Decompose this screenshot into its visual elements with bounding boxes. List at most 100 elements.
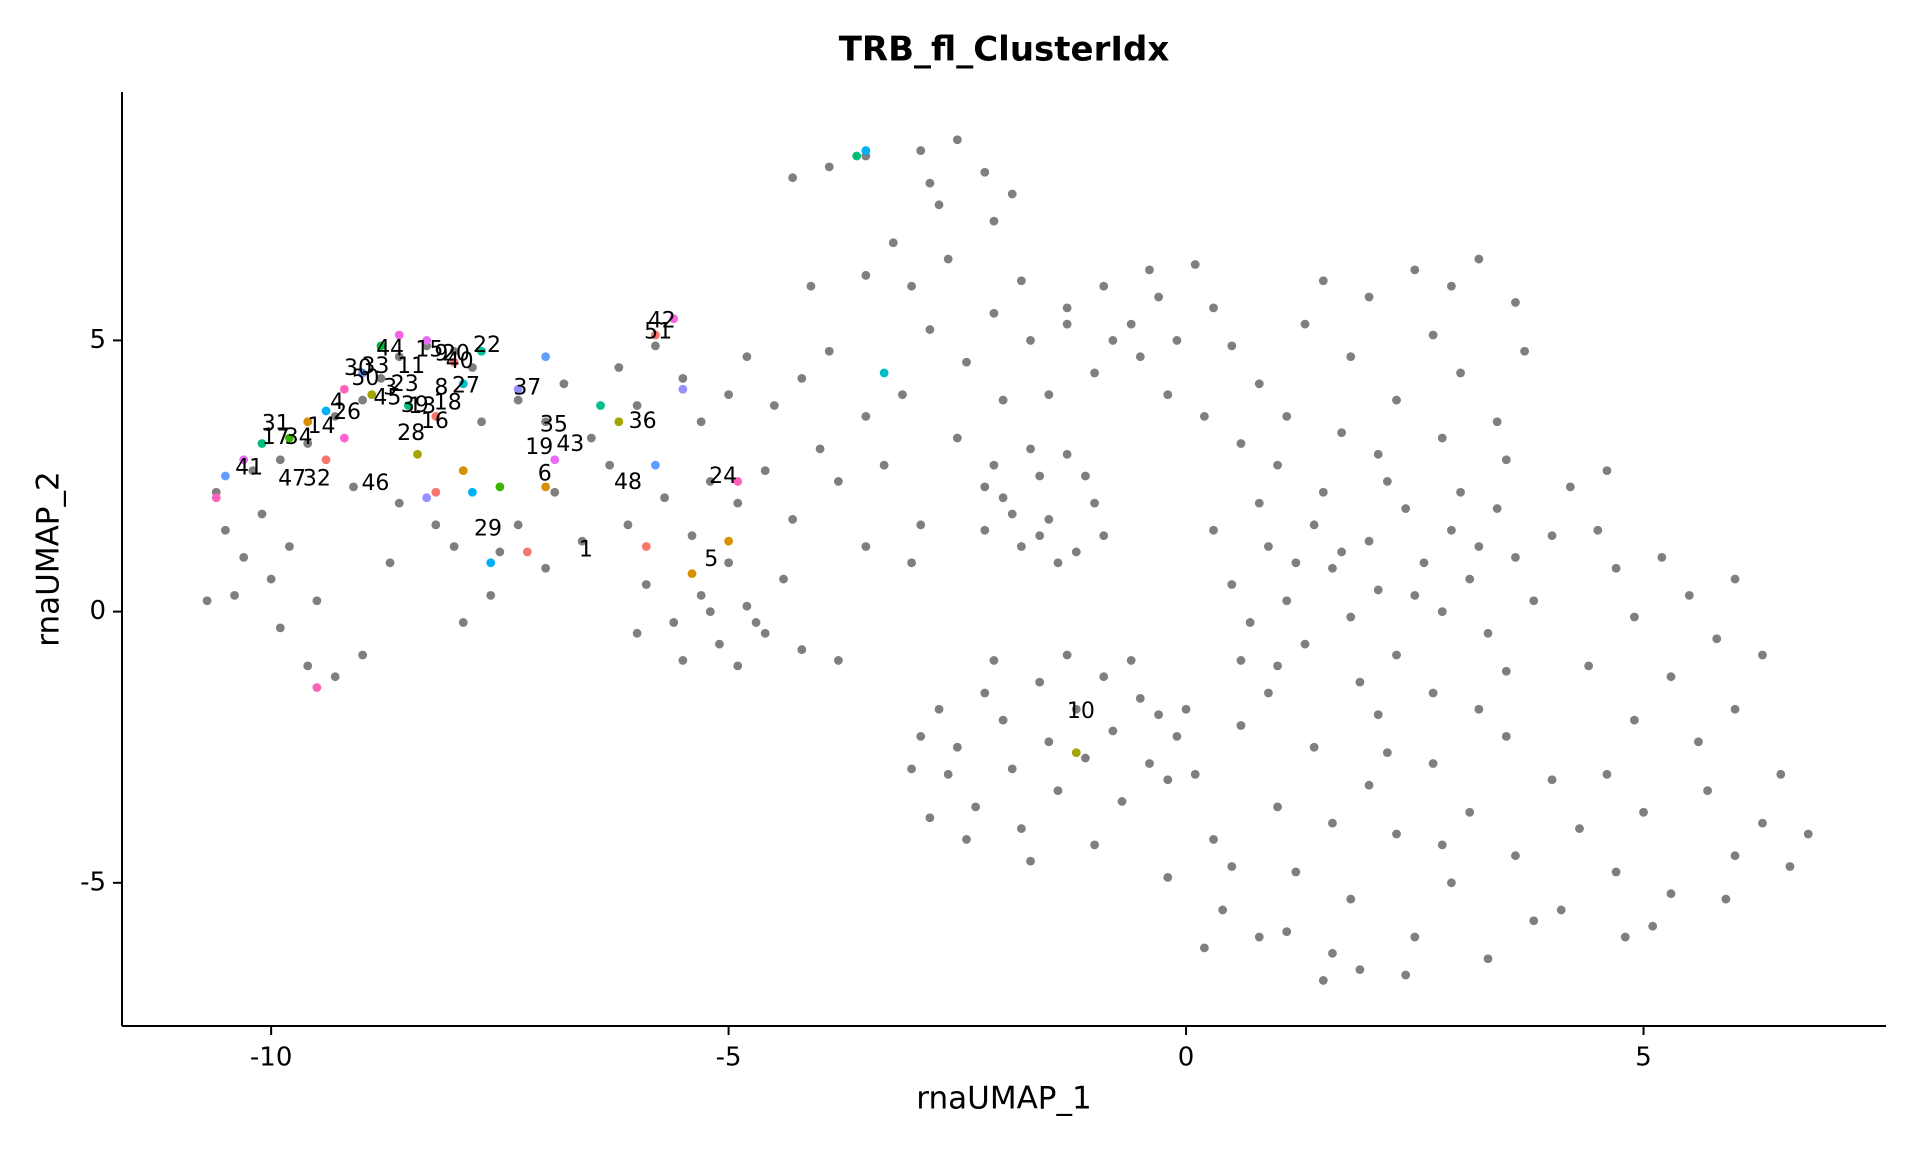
point	[550, 455, 560, 465]
point	[687, 531, 697, 541]
point	[1053, 786, 1063, 796]
point	[1282, 411, 1292, 421]
point	[1355, 677, 1365, 687]
point	[1694, 737, 1703, 747]
point	[760, 628, 770, 638]
point	[1254, 379, 1264, 389]
cluster-label: 33	[361, 354, 389, 379]
y-tick-label: -5	[80, 867, 106, 897]
point	[1758, 650, 1767, 660]
point	[971, 802, 981, 812]
point	[879, 460, 889, 470]
point	[934, 200, 944, 210]
point	[358, 395, 368, 405]
point	[1318, 976, 1328, 985]
point	[431, 487, 441, 497]
cluster-label: 35	[540, 413, 568, 438]
point	[1364, 780, 1374, 790]
point	[1346, 894, 1356, 904]
point	[257, 509, 267, 519]
point	[1154, 292, 1164, 302]
point	[1062, 650, 1072, 660]
point	[641, 580, 651, 589]
point	[550, 487, 560, 497]
point	[1392, 650, 1401, 660]
point	[1382, 477, 1392, 486]
point	[696, 417, 706, 427]
point	[449, 542, 459, 551]
point	[980, 525, 990, 535]
point	[980, 167, 990, 177]
point	[824, 346, 834, 356]
cluster-label: 11	[397, 354, 425, 379]
point	[1099, 531, 1109, 541]
point	[952, 742, 962, 752]
point	[1328, 563, 1337, 573]
point	[1437, 607, 1447, 617]
point	[1300, 639, 1310, 649]
point	[833, 477, 843, 486]
point	[1501, 666, 1511, 676]
cluster-label: 27	[452, 374, 480, 399]
point	[586, 433, 596, 443]
point	[797, 645, 807, 654]
point	[1163, 872, 1173, 882]
point	[394, 498, 404, 508]
point	[861, 411, 871, 421]
point	[1099, 281, 1109, 291]
point	[824, 162, 834, 172]
point	[1730, 704, 1740, 714]
cluster-label: 29	[474, 517, 502, 542]
point	[495, 482, 505, 492]
point	[1684, 590, 1694, 600]
point	[1328, 818, 1337, 828]
point	[678, 373, 688, 383]
point	[1135, 352, 1145, 362]
point	[852, 151, 862, 161]
point	[1126, 319, 1136, 329]
point	[1108, 336, 1118, 345]
point	[1016, 542, 1026, 551]
cluster-label: 41	[235, 455, 263, 480]
point	[1218, 905, 1228, 915]
point	[1007, 509, 1017, 519]
x-axis-label: rnaUMAP_1	[916, 1081, 1091, 1117]
point	[669, 314, 679, 324]
point	[980, 688, 990, 698]
point	[1145, 265, 1154, 275]
point	[1273, 460, 1282, 470]
point	[1172, 336, 1182, 345]
point	[541, 563, 551, 573]
point	[1657, 552, 1667, 562]
point	[1602, 769, 1612, 779]
x-tick-label: 0	[1178, 1043, 1195, 1073]
point	[1721, 894, 1731, 904]
cluster-label: 43	[556, 432, 584, 457]
point	[1026, 856, 1035, 866]
cluster-label: 51	[644, 319, 672, 344]
point	[669, 618, 679, 627]
point	[605, 460, 615, 470]
point	[724, 536, 734, 546]
point	[1053, 558, 1063, 568]
point	[431, 411, 441, 421]
point	[788, 515, 798, 524]
point	[1318, 487, 1328, 497]
point	[477, 417, 486, 427]
cluster-label: 45	[373, 385, 401, 410]
point	[1428, 330, 1438, 340]
point	[1401, 504, 1411, 513]
point	[1090, 368, 1099, 378]
point	[1419, 558, 1429, 568]
point	[1236, 721, 1246, 730]
cluster-label: 13	[408, 394, 436, 419]
point	[1758, 818, 1767, 828]
point	[1090, 498, 1099, 508]
point	[1108, 726, 1118, 736]
point	[687, 569, 697, 579]
point	[1483, 628, 1493, 638]
point	[1730, 574, 1740, 584]
point	[486, 590, 496, 600]
point	[1117, 797, 1127, 806]
point	[1337, 428, 1347, 438]
